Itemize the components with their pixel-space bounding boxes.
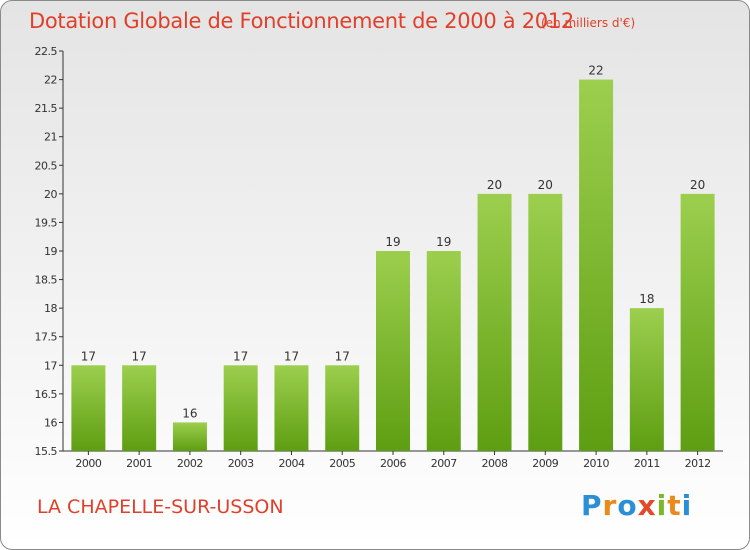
bar-2007 <box>426 251 461 451</box>
data-label: 17 <box>233 349 248 363</box>
bar-2010 <box>579 79 614 452</box>
proxiti-logo[interactable]: Proxiti <box>581 489 692 522</box>
x-tick-label: 2009 <box>532 457 558 470</box>
x-tick-label: 2005 <box>329 457 355 470</box>
y-tick-label: 19.5 <box>35 216 58 229</box>
x-tick-label: 2011 <box>634 457 660 470</box>
x-tick-label: 2006 <box>380 457 406 470</box>
y-tick-label: 19 <box>44 245 57 258</box>
x-tick-label: 2003 <box>228 457 254 470</box>
data-labels: 17 17 16 17 17 17 19 19 20 20 22 18 20 <box>81 64 706 421</box>
y-tick-label: 21 <box>44 131 57 144</box>
y-tick-label: 16 <box>44 416 57 429</box>
bar-2011 <box>629 308 664 451</box>
bar-2008 <box>477 193 512 451</box>
y-tick-label: 20 <box>44 188 57 201</box>
y-tick-label: 20.5 <box>35 159 58 172</box>
logo-letter: i <box>681 489 693 522</box>
data-label: 17 <box>132 349 147 363</box>
data-label: 18 <box>639 292 654 306</box>
y-tick-label: 22 <box>44 74 57 87</box>
commune-name: LA CHAPELLE-SUR-USSON <box>37 496 284 518</box>
data-label: 19 <box>385 235 400 249</box>
bar-2012 <box>680 193 715 451</box>
logo-letter: x <box>637 489 657 522</box>
x-tick-label: 2000 <box>75 457 101 470</box>
x-tick-label: 2007 <box>431 457 457 470</box>
data-label: 17 <box>284 349 299 363</box>
bar-2001 <box>122 365 157 451</box>
logo-letter: r <box>602 489 618 522</box>
bar-2003 <box>223 365 258 451</box>
data-label: 16 <box>182 406 197 420</box>
y-axis: 15.5 16 16.5 17 17.5 18 18.5 19 19.5 20 20.5 21 21.5… <box>35 45 64 458</box>
data-label: 20 <box>690 178 705 192</box>
y-tick-label: 21.5 <box>35 102 58 115</box>
data-label: 20 <box>487 178 502 192</box>
data-label: 17 <box>81 349 96 363</box>
bars <box>71 79 715 452</box>
data-label: 20 <box>538 178 553 192</box>
y-tick-label: 18 <box>44 302 57 315</box>
data-label: 19 <box>436 235 451 249</box>
logo-letter: o <box>617 489 638 522</box>
x-tick-label: 2004 <box>278 457 304 470</box>
y-tick-label: 18.5 <box>35 274 58 287</box>
bar-2004 <box>274 365 309 451</box>
bar-2000 <box>71 365 106 451</box>
logo-letter: i <box>656 489 668 522</box>
x-axis: 2000 2001 2002 2003 2004 2005 2006 2007 2008 2009… <box>63 450 723 470</box>
bar-2009 <box>528 193 563 451</box>
x-tick-label: 2010 <box>583 457 609 470</box>
chart-title: Dotation Globale de Fonctionnement de 20… <box>29 9 574 33</box>
data-label: 22 <box>588 64 603 78</box>
bar-2005 <box>325 365 360 451</box>
x-tick-label: 2002 <box>177 457 203 470</box>
y-tick-label: 17.5 <box>35 331 58 344</box>
bar-2002 <box>172 422 207 451</box>
y-tick-label: 15.5 <box>35 445 58 458</box>
logo-letter: P <box>581 489 603 522</box>
x-tick-label: 2008 <box>482 457 508 470</box>
x-tick-label: 2012 <box>685 457 711 470</box>
bar-2006 <box>376 251 410 451</box>
y-tick-label: 22.5 <box>35 45 58 58</box>
y-tick-label: 16.5 <box>35 388 58 401</box>
chart-subtitle: (en milliers d'€) <box>541 16 636 30</box>
x-tick-label: 2001 <box>126 457 152 470</box>
data-label: 17 <box>335 349 350 363</box>
y-tick-label: 17 <box>44 359 57 372</box>
logo-letter: t <box>667 489 682 522</box>
